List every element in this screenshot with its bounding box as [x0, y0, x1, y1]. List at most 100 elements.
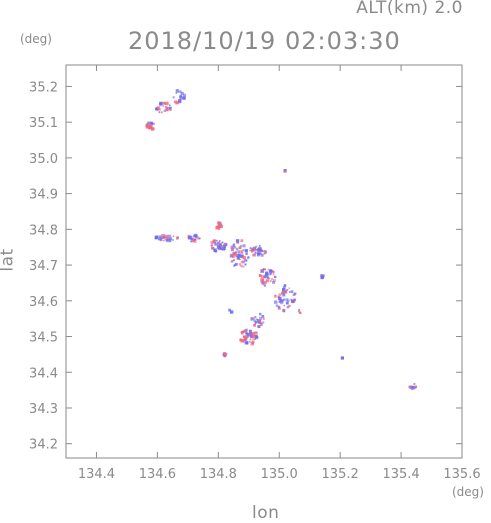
data-point — [150, 121, 153, 124]
data-point — [277, 305, 281, 309]
data-point — [259, 248, 263, 252]
data-point — [172, 239, 174, 241]
data-point — [242, 244, 246, 248]
data-point — [159, 102, 163, 105]
data-point — [261, 269, 264, 272]
data-point — [179, 90, 182, 93]
x-tick-label: 135.4 — [382, 467, 419, 482]
data-point — [234, 264, 236, 266]
data-point — [282, 293, 285, 295]
data-point — [210, 241, 214, 245]
data-point — [249, 249, 252, 252]
data-point — [198, 237, 201, 240]
data-point — [168, 104, 171, 107]
data-point — [159, 104, 162, 107]
data-point — [274, 275, 277, 279]
data-point — [161, 237, 164, 240]
data-point — [242, 249, 245, 251]
data-point — [180, 91, 184, 95]
data-point — [222, 244, 225, 247]
data-point — [164, 105, 167, 108]
data-point — [195, 236, 199, 240]
x-unit-label: (deg) — [452, 485, 484, 499]
data-point — [252, 338, 255, 340]
data-point — [240, 330, 244, 334]
data-point — [158, 108, 161, 111]
data-point — [257, 248, 261, 252]
data-point — [218, 241, 221, 244]
data-point — [214, 242, 217, 245]
data-point — [279, 299, 283, 303]
data-point — [294, 298, 296, 301]
data-point — [261, 250, 264, 253]
data-point — [235, 247, 239, 251]
data-point — [242, 335, 246, 338]
data-point — [168, 234, 172, 238]
data-point — [283, 169, 287, 172]
data-point — [232, 245, 236, 249]
data-point — [280, 301, 284, 305]
y-tick-label: 34.9 — [29, 188, 58, 203]
data-point — [162, 236, 165, 239]
data-point — [217, 247, 219, 249]
data-point — [282, 298, 286, 301]
data-point — [230, 253, 234, 257]
data-point — [254, 331, 258, 335]
data-point — [218, 225, 221, 229]
data-point — [161, 234, 165, 238]
data-point — [231, 260, 234, 263]
data-point — [262, 321, 265, 324]
data-point — [164, 237, 168, 241]
data-point — [166, 235, 169, 238]
data-point — [260, 275, 265, 279]
data-point — [240, 250, 244, 254]
data-point — [285, 301, 289, 305]
data-point — [272, 271, 275, 274]
data-point — [152, 122, 155, 125]
data-point — [240, 264, 243, 268]
data-point — [240, 339, 244, 343]
data-point — [230, 311, 233, 314]
data-point — [219, 247, 223, 250]
data-point — [165, 239, 169, 243]
tick-layer: 134.4 134.6 134.8 135.0 135.2 135.4 135.6 34.2 3… — [29, 65, 481, 482]
data-point — [283, 284, 287, 287]
data-point — [247, 256, 250, 260]
data-point — [165, 106, 169, 110]
data-point — [250, 317, 254, 321]
data-point — [188, 236, 192, 240]
data-point — [214, 244, 216, 246]
data-point — [245, 328, 249, 332]
data-point — [252, 248, 256, 252]
data-point — [283, 309, 286, 311]
data-point — [168, 106, 172, 110]
data-point — [258, 246, 261, 249]
data-point — [245, 252, 248, 255]
data-point — [282, 288, 286, 292]
data-point — [236, 255, 239, 258]
data-point — [278, 296, 282, 301]
data-point — [240, 260, 244, 264]
data-point — [174, 100, 178, 104]
data-point — [251, 341, 254, 345]
data-point — [281, 291, 285, 295]
data-point — [254, 322, 257, 325]
data-point — [175, 89, 180, 93]
data-point — [164, 234, 168, 239]
y-tick-label: 34.3 — [29, 402, 58, 417]
data-point — [292, 293, 296, 296]
data-point — [147, 121, 150, 124]
data-point — [242, 256, 246, 260]
data-point — [230, 245, 234, 249]
data-point — [165, 101, 169, 106]
data-point — [192, 237, 195, 240]
x-tick-label: 134.8 — [200, 467, 237, 482]
data-point — [253, 253, 256, 256]
data-point — [289, 291, 291, 293]
chart-title: 2018/10/19 02:03:30 — [128, 27, 401, 55]
data-point — [259, 274, 262, 278]
data-point — [160, 111, 163, 114]
data-point — [224, 243, 227, 246]
data-point — [249, 329, 252, 333]
data-point — [219, 224, 223, 229]
